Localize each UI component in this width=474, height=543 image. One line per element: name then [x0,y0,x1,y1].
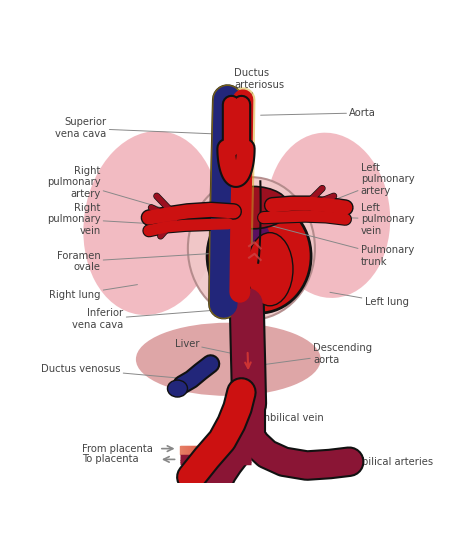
Text: Left
pulmonary
artery: Left pulmonary artery [322,162,414,205]
Ellipse shape [207,199,311,313]
Text: Left
pulmonary
vein: Left pulmonary vein [322,203,414,236]
Text: Liver: Liver [174,339,245,356]
Ellipse shape [211,214,274,305]
Ellipse shape [220,213,273,294]
Text: From placenta: From placenta [82,444,153,453]
Ellipse shape [136,323,321,396]
Text: Right
pulmonary
vein: Right pulmonary vein [47,203,180,236]
Text: To placenta: To placenta [82,454,138,464]
Text: Inferior
vena cava: Inferior vena cava [73,308,237,330]
Ellipse shape [216,186,290,229]
Text: Left lung: Left lung [330,292,409,307]
Text: Aorta: Aorta [261,108,376,118]
Ellipse shape [266,132,390,298]
Ellipse shape [217,192,246,218]
Ellipse shape [247,232,293,306]
Text: Pulmonary
trunk: Pulmonary trunk [231,216,414,267]
Text: Umbilical arteries: Umbilical arteries [322,458,433,468]
Text: Descending
aorta: Descending aorta [257,343,372,365]
Ellipse shape [83,131,219,315]
Text: Umbilical vein: Umbilical vein [228,413,324,426]
Text: Foramen
ovale: Foramen ovale [57,251,245,272]
Text: Right lung: Right lung [49,285,137,300]
Ellipse shape [167,380,188,397]
Text: Right
pulmonary
artery: Right pulmonary artery [47,166,182,214]
Ellipse shape [188,177,315,320]
Text: Ductus venosus: Ductus venosus [41,364,193,380]
Text: Superior
vena cava: Superior vena cava [55,117,228,139]
Text: Ductus
arteriosus: Ductus arteriosus [234,68,284,127]
